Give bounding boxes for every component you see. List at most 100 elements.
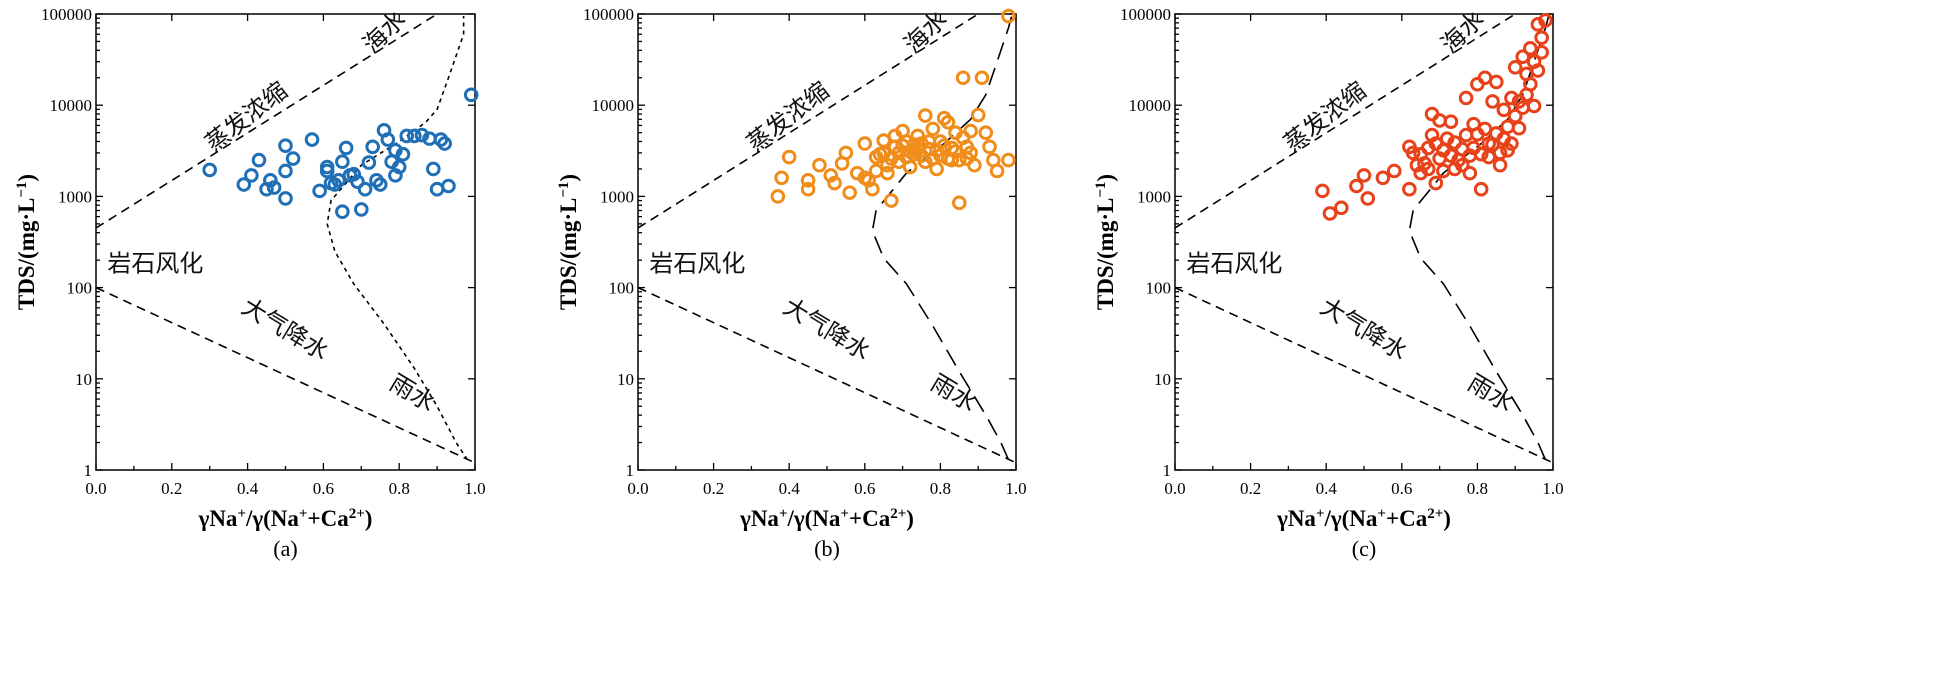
data-point <box>1534 45 1549 60</box>
x-tick-label: 0.2 <box>1240 479 1261 498</box>
y-tick-label: 10000 <box>50 96 93 115</box>
data-point <box>1386 163 1402 179</box>
x-axis-title-text: +Ca <box>849 506 891 531</box>
data-point <box>970 107 986 123</box>
y-axis-title-text: TDS/(mg·L <box>14 198 39 310</box>
data-point <box>1504 90 1519 106</box>
y-tick-label: 100000 <box>1120 5 1171 24</box>
data-point <box>868 163 884 179</box>
x-axis-title-text: γNa <box>739 506 779 531</box>
data-point <box>1507 60 1523 75</box>
x-axis-title: γNa+/γ(Na++Ca2+) <box>739 506 914 531</box>
x-tick-label: 0.0 <box>627 479 648 498</box>
data-point <box>278 163 293 179</box>
x-axis-title-superscript: + <box>237 506 246 522</box>
x-tick-label: 1.0 <box>1542 479 1563 498</box>
data-point <box>1523 76 1538 92</box>
data-point <box>842 185 857 200</box>
data-point <box>917 154 933 170</box>
boundary-lines <box>638 14 1016 464</box>
data-point <box>1530 17 1546 32</box>
rainwater-boundary-line <box>638 286 1016 464</box>
x-tick-label: 0.4 <box>1316 479 1338 498</box>
y-tick-label: 1000 <box>58 187 92 206</box>
x-axis-title-superscript: 2+ <box>1427 506 1443 522</box>
data-point <box>1454 157 1470 173</box>
data-point <box>1462 165 1478 181</box>
data-point <box>1485 94 1500 109</box>
y-axis-title: TDS/(mg·L−1) <box>14 174 39 310</box>
x-tick-label: 0.6 <box>854 479 875 498</box>
data-point <box>800 181 816 197</box>
data-point <box>278 191 293 206</box>
data-point <box>414 127 430 143</box>
panel-label: (b) <box>814 536 840 561</box>
data-point <box>774 170 789 186</box>
panel-label: (c) <box>1352 536 1376 561</box>
data-point <box>1402 181 1417 197</box>
data-point <box>838 145 854 161</box>
x-tick-label: 0.8 <box>1467 479 1488 498</box>
data-point <box>940 114 956 130</box>
data-point <box>312 183 327 199</box>
x-tick-label: 1.0 <box>1005 479 1026 498</box>
data-point <box>437 136 452 151</box>
x-axis-title-superscript: + <box>1377 506 1386 522</box>
x-axis-title-superscript: + <box>299 506 308 522</box>
data-point <box>354 202 369 217</box>
y-axis-title-superscript: −1 <box>556 182 572 198</box>
data-point <box>967 157 982 173</box>
region-label-rainwater: 雨水 <box>926 369 982 418</box>
x-axis-title-superscript: 2+ <box>349 506 365 522</box>
data-point <box>989 163 1005 179</box>
data-point <box>925 121 941 137</box>
data-series <box>770 8 1016 211</box>
x-tick-label: 0.0 <box>1164 479 1185 498</box>
data-point <box>812 157 827 173</box>
data-point <box>426 161 441 177</box>
data-series <box>1315 13 1553 221</box>
data-point <box>365 139 380 155</box>
rock-weathering-envelope <box>326 16 469 461</box>
x-axis-title-text: +Ca <box>307 506 349 531</box>
y-axis-title: TDS/(mg·L−1) <box>556 174 581 310</box>
y-axis-title-text: ) <box>1093 174 1118 182</box>
x-tick-label: 0.6 <box>313 479 334 498</box>
data-point <box>1458 127 1474 143</box>
x-axis-title: γNa+/γ(Na++Ca2+) <box>1276 506 1451 531</box>
data-point <box>350 174 365 189</box>
y-axis-title-text: ) <box>14 174 39 182</box>
data-point <box>883 193 899 208</box>
data-point <box>335 154 350 170</box>
data-point <box>399 128 415 144</box>
y-tick-label: 1 <box>84 461 93 480</box>
x-tick-label: 0.2 <box>161 479 182 498</box>
data-point <box>251 152 267 168</box>
data-point <box>236 177 252 192</box>
x-axis-title-text: /γ(Na <box>245 506 299 531</box>
rainwater-boundary-line <box>1175 286 1553 464</box>
data-point <box>1500 119 1515 135</box>
boundary-lines <box>96 14 475 464</box>
x-axis-title: γNa+/γ(Na++Ca2+) <box>198 506 373 531</box>
y-axis-title: TDS/(mg·L−1) <box>1093 174 1118 310</box>
y-tick-label: 10000 <box>1129 96 1172 115</box>
data-point <box>865 181 880 197</box>
x-axis-title-text: ) <box>365 506 373 531</box>
data-point <box>338 140 354 156</box>
data-point <box>357 181 373 197</box>
y-tick-label: 100000 <box>41 5 92 24</box>
data-point <box>963 145 978 161</box>
x-axis-title-text: +Ca <box>1386 506 1428 531</box>
data-point <box>244 168 259 183</box>
data-point <box>974 70 990 86</box>
data-point <box>1424 106 1440 122</box>
x-axis-title-text: ) <box>1443 506 1451 531</box>
data-series <box>202 87 479 219</box>
data-point <box>1458 90 1474 106</box>
y-axis-title-text: TDS/(mg·L <box>556 198 581 310</box>
rainwater-boundary-line <box>96 286 475 464</box>
data-point <box>823 168 839 183</box>
